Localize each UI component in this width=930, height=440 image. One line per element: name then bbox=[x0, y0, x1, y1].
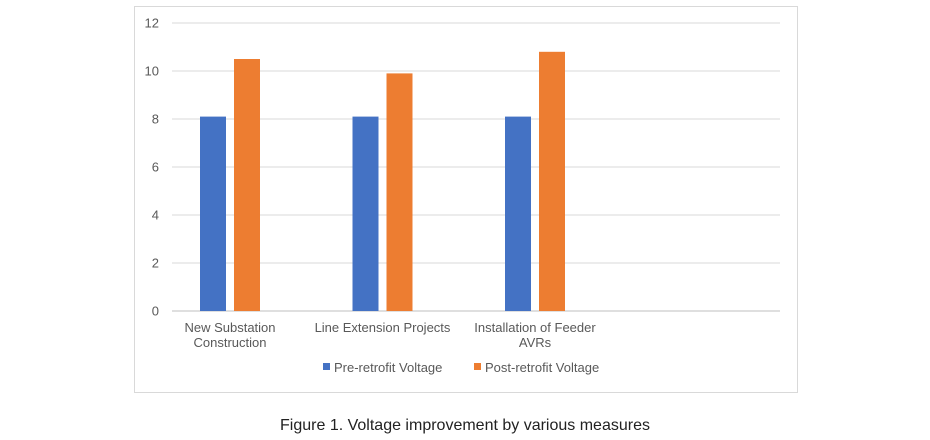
y-tick-label: 12 bbox=[145, 16, 159, 31]
y-tick-label: 4 bbox=[152, 208, 159, 223]
bar-pre-1 bbox=[352, 116, 379, 311]
legend: Pre-retrofit Voltage Post-retrofit Voltag… bbox=[323, 360, 599, 375]
legend-item-0: Pre-retrofit Voltage bbox=[323, 360, 442, 375]
y-tick-label: 8 bbox=[152, 112, 159, 127]
y-axis-ticks: 0 2 4 6 8 10 12 bbox=[145, 16, 159, 319]
legend-label: Pre-retrofit Voltage bbox=[334, 360, 442, 375]
bars bbox=[200, 51, 565, 312]
legend-item-1: Post-retrofit Voltage bbox=[474, 360, 599, 375]
category-labels: New Substation Construction Line Extension… bbox=[184, 320, 596, 350]
y-tick-label: 2 bbox=[152, 256, 159, 271]
bar-pre-0 bbox=[200, 116, 226, 311]
bar-post-2 bbox=[539, 51, 565, 312]
figure-caption: Figure 1. Voltage improvement by various… bbox=[280, 417, 650, 434]
bar-post-1 bbox=[386, 73, 413, 312]
bar-pre-2 bbox=[505, 116, 531, 311]
y-tick-label: 10 bbox=[145, 64, 159, 79]
legend-label: Post-retrofit Voltage bbox=[485, 360, 599, 375]
legend-swatch bbox=[474, 363, 481, 370]
legend-swatch bbox=[323, 363, 330, 370]
gridlines bbox=[172, 22, 780, 312]
category-label: New Substation Construction bbox=[184, 320, 275, 350]
y-tick-label: 6 bbox=[152, 160, 159, 175]
category-label: Line Extension Projects bbox=[315, 320, 451, 335]
y-tick-label: 0 bbox=[152, 304, 159, 319]
bar-post-0 bbox=[234, 59, 260, 311]
bar-chart: 0 2 4 6 8 10 12 New Substation Construction Line… bbox=[145, 16, 780, 375]
category-label: Installation of Feeder AVRs bbox=[474, 320, 596, 350]
